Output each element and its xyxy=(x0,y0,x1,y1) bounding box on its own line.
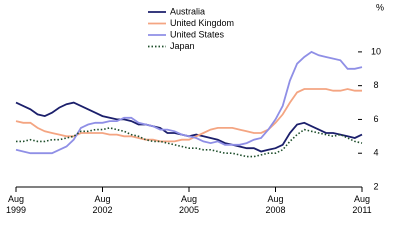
x-tick-label: Aug 2005 xyxy=(179,194,199,215)
chart: % 2 4 6 8 10 Aug 1999 Aug 2002 Aug 2005 Aug 2008 Aug 2… xyxy=(6,2,384,215)
y-axis-label: % xyxy=(376,2,384,12)
x-tick-label: Aug 2008 xyxy=(265,194,285,215)
page: {"chart_data":{"type":"line","y_label":"… xyxy=(5,2,385,216)
x-tick-label: Aug 2002 xyxy=(92,194,112,215)
y-tick-label: 8 xyxy=(373,80,378,90)
legend-label: United States xyxy=(170,29,225,39)
x-tick-label: Aug 1999 xyxy=(6,194,26,215)
y-tick-label: 6 xyxy=(373,114,378,124)
y-tick-label: 4 xyxy=(373,148,378,158)
x-tick-label: Aug 2011 xyxy=(352,194,371,215)
legend-label: Japan xyxy=(170,41,195,51)
y-tick-label: 2 xyxy=(373,181,378,191)
legend-label: Australia xyxy=(170,6,205,16)
line-series xyxy=(15,88,362,143)
legend-label: United Kingdom xyxy=(170,18,234,28)
line-series xyxy=(16,127,363,158)
line-series xyxy=(15,50,363,155)
y-tick-label: 10 xyxy=(371,46,381,56)
